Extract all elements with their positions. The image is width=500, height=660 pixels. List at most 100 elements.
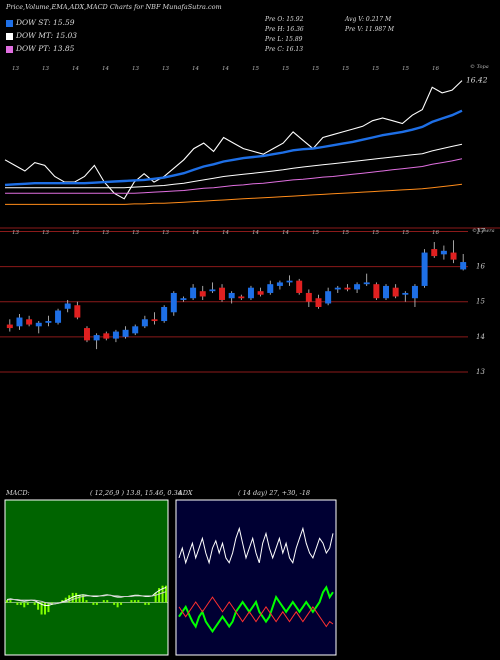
ema-top-tick-label: 14 [102, 66, 109, 72]
ema-top-tick-label: 13 [12, 66, 19, 72]
adx-series-1 [178, 585, 334, 634]
candle-body [315, 298, 322, 307]
candle-body [74, 305, 81, 318]
candle-body [247, 287, 254, 299]
ema-top-tick-label: 13 [132, 66, 139, 72]
price-panel: 13 14 15 16 17 13 13 13 13 13 13 14 14 14 14 15 15 15 15 16… [0, 227, 495, 376]
legend-label-mt: DOW MT: 15.03 [16, 31, 78, 40]
candle-body [141, 319, 148, 327]
info-pre-low: Pre L: 15.89 [265, 36, 303, 43]
candle-body [83, 328, 90, 341]
info-avg-volume: Avg V: 0.217 M [345, 16, 392, 23]
macd-series-1 [6, 591, 167, 605]
candle-body [35, 322, 42, 327]
candle-body [257, 291, 264, 295]
price-top-tick-label: 14 [252, 230, 259, 236]
legend-label-st: DOW ST: 15.59 [16, 18, 75, 27]
candle-body [440, 250, 447, 255]
adx-params: ( 14 day) 27, +30, -18 [238, 489, 310, 497]
ema-series-2 [5, 143, 463, 189]
ema-top-tick-label: 14 [222, 66, 229, 72]
adx-title: ADX [178, 489, 193, 497]
candle-body [450, 252, 457, 260]
price-top-tick-label: 15 [372, 230, 379, 236]
legend-swatch-mt [6, 32, 13, 40]
price-top-tick-label: 13 [102, 230, 109, 236]
candle-body [6, 324, 13, 329]
legend-dow-st: DOW ST: 15.59 [6, 18, 75, 27]
price-tick-label: 16 [476, 263, 485, 271]
macd-title: MACD: [6, 489, 30, 497]
ema-last-label: 16.42 [466, 76, 488, 85]
candle-body [209, 289, 216, 292]
legend-label-pt: DOW PT: 13.85 [16, 44, 75, 53]
price-tick-label: 17 [476, 228, 485, 236]
legend-swatch-pt [6, 45, 13, 53]
ema-top-tick-label: 14 [192, 66, 199, 72]
candle-body [16, 317, 23, 327]
ema-top-tick-label: 14 [72, 66, 79, 72]
candle-body [267, 284, 274, 293]
price-top-tick-label: 14 [282, 230, 289, 236]
legend-dow-pt: DOW PT: 13.85 [6, 44, 74, 53]
candle-body [421, 252, 428, 286]
ema-panel: 16.42 13 13 14 14 13 13 14 14 15 15 15 15 15 15 16 © Top… [0, 63, 500, 229]
candle-body [161, 307, 168, 322]
adx-panel [175, 499, 337, 656]
ema-right-label: © Topa [470, 63, 489, 70]
candle-body [180, 298, 187, 300]
candle-body [228, 292, 235, 299]
macd-panel-bg [4, 499, 169, 656]
legend-swatch-st [6, 19, 13, 27]
price-top-tick-label: 13 [42, 230, 49, 236]
ema-series-3 [5, 158, 463, 194]
ema-top-tick-label: 15 [402, 66, 409, 72]
candle-body [55, 310, 62, 323]
candle-body [219, 287, 226, 300]
candle-body [112, 331, 119, 339]
ema-top-tick-label: 13 [42, 66, 49, 72]
price-top-tick-label: 13 [132, 230, 139, 236]
macd-panel [4, 499, 169, 656]
ema-top-tick-label: 15 [252, 66, 259, 72]
price-top-tick-label: 15 [312, 230, 319, 236]
candle-body [93, 335, 100, 341]
candle-body [354, 284, 361, 290]
candle-body [276, 282, 283, 286]
candle-body [132, 326, 139, 334]
candle-body [383, 285, 390, 299]
ema-top-tick-label: 13 [162, 66, 169, 72]
price-tick-label: 15 [476, 298, 485, 306]
candle-body [305, 292, 312, 302]
candle-body [190, 287, 197, 299]
price-top-tick-label: 14 [222, 230, 229, 236]
macd-params: ( 12,26,9 ) 13.8, 15.46, 0.34 [90, 489, 182, 497]
candle-body [45, 321, 52, 323]
candle-body [344, 287, 351, 290]
adx-panel-bg [175, 499, 337, 656]
price-top-tick-label: 15 [402, 230, 409, 236]
price-right-label: © Lowra [472, 227, 495, 234]
ema-top-tick-label: 16 [432, 66, 439, 72]
info-pre-open: Pre O: 15.92 [265, 16, 304, 23]
candle-body [122, 329, 129, 337]
price-top-tick-label: 14 [192, 230, 199, 236]
candle-body [373, 284, 380, 299]
ema-top-tick-label: 15 [282, 66, 289, 72]
candle-body [411, 285, 418, 299]
adx-series-0 [178, 526, 334, 565]
candle-body [296, 280, 303, 293]
candle-body [392, 287, 399, 297]
candle-body [402, 292, 409, 295]
price-top-tick-label: 15 [342, 230, 349, 236]
candle-body [363, 282, 370, 285]
chart-title: Price,Volume,EMA,ADX,MACD Charts for NBF… [6, 3, 222, 11]
adx-series-2 [178, 596, 334, 628]
info-pre-volume: Pre V: 11.987 M [345, 26, 395, 33]
price-top-tick-label: 13 [72, 230, 79, 236]
candle-body [103, 333, 110, 339]
candle-body [238, 296, 245, 299]
candle-body [325, 291, 332, 304]
candle-body [64, 303, 71, 309]
